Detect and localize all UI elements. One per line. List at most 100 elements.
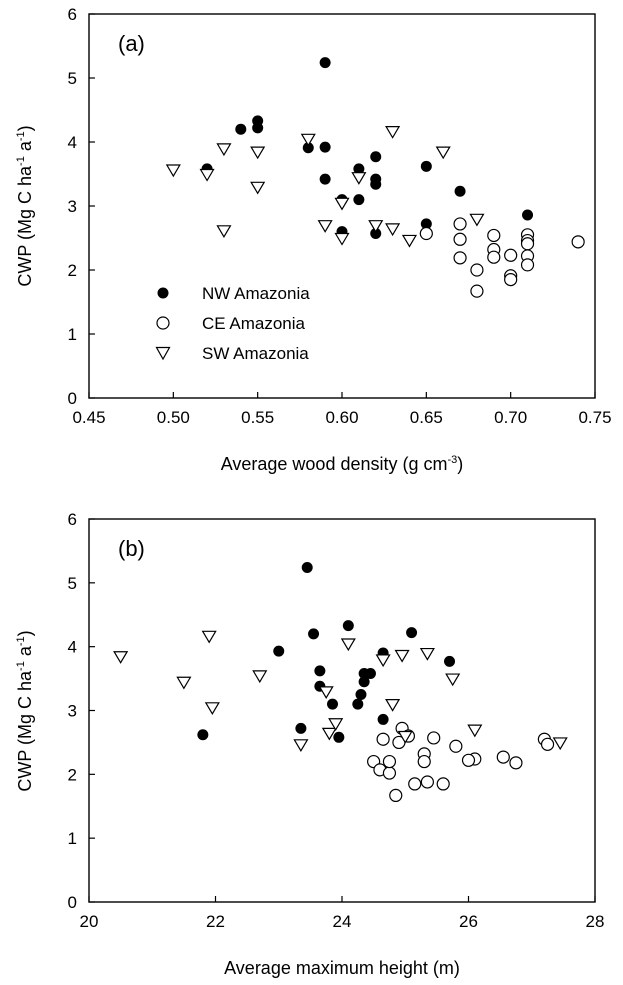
- y-tick-label: 5: [68, 574, 77, 593]
- y-tick-label: 0: [68, 893, 77, 912]
- data-point-open-triangle: [385, 699, 401, 712]
- data-point-filled-circle: [295, 722, 307, 734]
- data-point-filled-circle: [342, 620, 354, 632]
- data-point-open-triangle: [419, 647, 435, 661]
- panel-a-y-axis-title: CWP (Mg C ha-1 a-1): [15, 125, 35, 286]
- data-point-open-circle: [520, 237, 535, 251]
- x-tick-label: 0.75: [578, 408, 611, 427]
- x-tick-label: 0.60: [325, 408, 358, 427]
- data-point-open-circle: [427, 731, 441, 745]
- x-tick-label: 0.50: [157, 408, 190, 427]
- data-point-filled-circle: [252, 122, 264, 134]
- y-tick-label: 4: [68, 133, 77, 152]
- data-point-filled-circle: [352, 698, 364, 710]
- data-point-filled-circle: [319, 141, 331, 153]
- data-point-filled-circle: [197, 729, 209, 741]
- data-point-open-triangle: [250, 146, 266, 160]
- data-point-filled-circle: [358, 676, 370, 688]
- panel-a-legend: NW Amazonia CE Amazonia SW Amazonia: [155, 284, 310, 363]
- data-point-open-circle: [436, 777, 450, 791]
- y-tick-label: 1: [68, 829, 77, 848]
- data-point-open-circle: [571, 235, 585, 249]
- x-tick-label: 26: [459, 912, 478, 931]
- x-tick-label: 28: [586, 912, 605, 931]
- y-tick-label: 1: [68, 325, 77, 344]
- data-point-filled-circle: [420, 218, 432, 230]
- x-tick-label: 24: [333, 912, 352, 931]
- y-tick-label: 0: [68, 389, 77, 408]
- data-point-open-circle: [504, 273, 518, 287]
- data-point-open-triangle: [334, 197, 350, 211]
- data-point-filled-circle: [454, 185, 466, 197]
- data-point-open-triangle: [394, 649, 410, 663]
- x-tick-label: 22: [206, 912, 225, 931]
- data-point-filled-circle: [333, 731, 345, 743]
- data-point-open-circle: [453, 232, 467, 246]
- data-point-filled-circle: [377, 713, 389, 725]
- data-point-open-triangle: [317, 220, 333, 233]
- data-point-open-triangle: [385, 126, 401, 139]
- y-tick-label: 3: [68, 702, 77, 721]
- panel-a-label: (a): [118, 31, 145, 56]
- data-point-filled-circle: [420, 160, 432, 172]
- data-point-open-triangle: [300, 133, 316, 147]
- data-point-open-circle: [420, 775, 434, 789]
- data-point-open-circle: [470, 284, 484, 298]
- data-point-open-triangle: [321, 727, 337, 741]
- data-point-open-triangle: [401, 234, 418, 248]
- data-point-open-triangle: [216, 143, 232, 157]
- panel-b-y-axis-title: CWP (Mg C ha-1 a-1): [15, 630, 35, 791]
- data-point-open-triangle: [293, 739, 309, 753]
- data-point-filled-circle: [406, 627, 418, 639]
- data-point-open-circle: [419, 226, 433, 241]
- data-point-filled-circle: [364, 667, 376, 679]
- data-point-open-triangle: [469, 213, 485, 227]
- data-point-open-triangle: [351, 172, 367, 185]
- data-point-open-triangle: [445, 673, 461, 687]
- y-tick-label: 4: [68, 638, 77, 657]
- data-point-open-triangle: [467, 724, 483, 738]
- legend-nw-marker: [157, 287, 169, 299]
- legend-sw-marker: [155, 346, 171, 361]
- data-point-open-triangle: [340, 638, 356, 652]
- y-tick-label: 2: [68, 765, 77, 784]
- data-point-open-triangle: [552, 737, 568, 751]
- data-point-open-triangle: [397, 730, 413, 744]
- panel-a-chart: (a) 0.45 0.50 0.55 0.60 0.65 0.70 0.75 0 1 2 3 4 5 6…: [15, 5, 612, 474]
- data-point-open-circle: [417, 754, 431, 769]
- y-tick-label: 3: [68, 197, 77, 216]
- data-point-open-triangle: [368, 220, 384, 233]
- data-point-open-circle: [389, 788, 403, 802]
- data-point-open-circle: [487, 250, 501, 264]
- data-point-filled-circle: [235, 123, 247, 135]
- data-point-open-triangle: [252, 670, 268, 684]
- data-point-open-circle: [509, 756, 523, 770]
- data-point-open-circle: [408, 777, 422, 791]
- data-point-open-circle: [540, 737, 555, 751]
- data-point-open-triangle: [201, 630, 217, 644]
- data-point-filled-circle: [370, 151, 382, 163]
- legend-ce-label: CE Amazonia: [202, 314, 306, 333]
- data-point-open-circle: [496, 750, 510, 764]
- data-point-filled-circle: [308, 628, 320, 640]
- data-point-open-circle: [504, 248, 518, 262]
- data-point-filled-circle: [301, 562, 313, 574]
- data-point-filled-circle: [444, 655, 456, 667]
- data-point-filled-circle: [370, 228, 382, 240]
- data-point-open-circle: [461, 753, 476, 767]
- data-point-open-triangle: [204, 702, 220, 715]
- data-point-open-circle: [470, 263, 484, 277]
- data-point-open-triangle: [334, 232, 350, 246]
- y-tick-label: 6: [68, 510, 77, 529]
- data-point-open-circle: [453, 217, 467, 231]
- data-point-open-triangle: [318, 686, 334, 700]
- x-tick-label: 0.65: [410, 408, 443, 427]
- data-point-open-circle: [453, 251, 467, 265]
- data-point-open-triangle: [199, 168, 215, 182]
- data-point-filled-circle: [353, 194, 365, 206]
- data-point-open-triangle: [216, 225, 232, 238]
- x-tick-label: 0.70: [494, 408, 527, 427]
- data-point-filled-circle: [273, 645, 285, 657]
- data-point-open-circle: [376, 732, 390, 746]
- data-point-open-circle: [520, 258, 535, 272]
